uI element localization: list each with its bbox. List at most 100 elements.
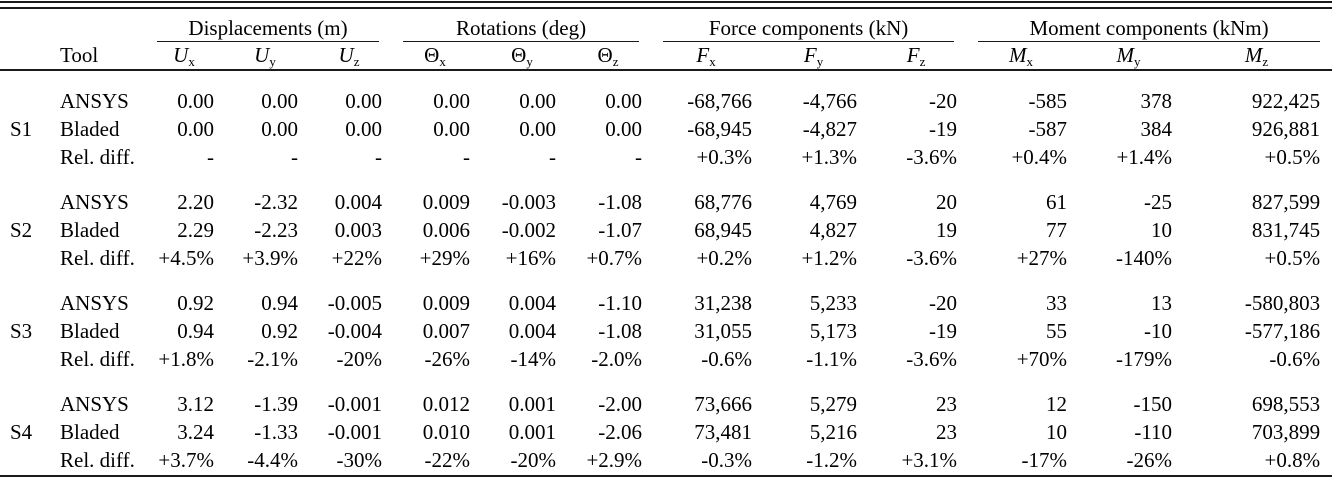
value-cell: -1.33 xyxy=(223,419,307,447)
value-cell: -1.10 xyxy=(565,273,651,318)
value-cell: -0.004 xyxy=(307,318,391,346)
value-cell: -2.0% xyxy=(565,346,651,374)
value-cell: -2.00 xyxy=(565,374,651,419)
value-cell: 0.001 xyxy=(479,374,565,419)
value-cell: -3.6% xyxy=(866,245,966,273)
col-group-displacements: Displacements (m) xyxy=(145,9,391,42)
col-group-rotations: Rotations (deg) xyxy=(391,9,651,42)
tool-label: Bladed xyxy=(50,116,145,144)
value-cell: -68,945 xyxy=(651,116,761,144)
value-cell: 926,881 xyxy=(1181,116,1332,144)
value-cell: -0.001 xyxy=(307,374,391,419)
value-cell: - xyxy=(223,144,307,172)
station-label xyxy=(0,346,50,374)
value-cell: 0.92 xyxy=(145,273,223,318)
value-cell: 0.012 xyxy=(391,374,479,419)
value-cell: 23 xyxy=(866,419,966,447)
value-cell: +1.4% xyxy=(1076,144,1181,172)
ansys-bladed-comparison-table: Displacements (m) Rotations (deg) Force … xyxy=(0,9,1332,475)
value-cell: -0.3% xyxy=(651,447,761,475)
tool-label: ANSYS xyxy=(50,172,145,217)
value-cell: 0.010 xyxy=(391,419,479,447)
col-group-moments-label: Moment components (kNm) xyxy=(978,18,1320,42)
value-cell: 0.00 xyxy=(565,116,651,144)
value-cell: -140% xyxy=(1076,245,1181,273)
value-cell: - xyxy=(145,144,223,172)
value-cell: -10 xyxy=(1076,318,1181,346)
value-cell: -2.06 xyxy=(565,419,651,447)
value-cell: -19 xyxy=(866,318,966,346)
value-cell: -1.1% xyxy=(761,346,866,374)
value-cell: 378 xyxy=(1076,70,1181,116)
station-label xyxy=(0,70,50,116)
value-cell: -0.6% xyxy=(1181,346,1332,374)
value-cell: 0.006 xyxy=(391,217,479,245)
value-cell: 0.94 xyxy=(223,273,307,318)
value-cell: 77 xyxy=(966,217,1076,245)
value-cell: 0.00 xyxy=(223,116,307,144)
value-cell: 0.00 xyxy=(479,70,565,116)
value-cell: -0.005 xyxy=(307,273,391,318)
table-row-s1-reldiff: Rel. diff.------+0.3%+1.3%-3.6%+0.4%+1.4… xyxy=(0,144,1332,172)
value-cell: -0.002 xyxy=(479,217,565,245)
tool-column-header: Tool xyxy=(50,42,145,70)
value-cell: 0.004 xyxy=(479,318,565,346)
value-cell: +0.7% xyxy=(565,245,651,273)
value-cell: 5,216 xyxy=(761,419,866,447)
station-label xyxy=(0,172,50,217)
value-cell: +0.5% xyxy=(1181,144,1332,172)
value-cell: 3.24 xyxy=(145,419,223,447)
value-cell: 922,425 xyxy=(1181,70,1332,116)
tool-label: ANSYS xyxy=(50,70,145,116)
value-cell: 0.009 xyxy=(391,273,479,318)
group-header-empty xyxy=(0,9,145,42)
value-cell: 0.00 xyxy=(391,116,479,144)
value-cell: +0.8% xyxy=(1181,447,1332,475)
value-cell: - xyxy=(307,144,391,172)
value-cell: 10 xyxy=(1076,217,1181,245)
value-cell: +16% xyxy=(479,245,565,273)
table-row-s2-reldiff: Rel. diff.+4.5%+3.9%+22%+29%+16%+0.7%+0.… xyxy=(0,245,1332,273)
value-cell: 61 xyxy=(966,172,1076,217)
value-cell: 31,055 xyxy=(651,318,761,346)
value-cell: -4,827 xyxy=(761,116,866,144)
value-cell: -577,186 xyxy=(1181,318,1332,346)
station-label: S1 xyxy=(0,116,50,144)
value-cell: +2.9% xyxy=(565,447,651,475)
value-cell: -2.23 xyxy=(223,217,307,245)
value-cell: +1.3% xyxy=(761,144,866,172)
value-cell: -0.001 xyxy=(307,419,391,447)
value-cell: +0.5% xyxy=(1181,245,1332,273)
value-cell: 73,481 xyxy=(651,419,761,447)
col-header-m-z: Mz xyxy=(1181,42,1332,70)
station-label xyxy=(0,374,50,419)
value-cell: +4.5% xyxy=(145,245,223,273)
comparison-table-page: Displacements (m) Rotations (deg) Force … xyxy=(0,1,1332,466)
value-cell: -1.07 xyxy=(565,217,651,245)
value-cell: -1.39 xyxy=(223,374,307,419)
value-cell: -110 xyxy=(1076,419,1181,447)
col-header-u-z: Uz xyxy=(307,42,391,70)
group-header-row: Displacements (m) Rotations (deg) Force … xyxy=(0,9,1332,42)
value-cell: 4,769 xyxy=(761,172,866,217)
value-cell: -30% xyxy=(307,447,391,475)
value-cell: -68,766 xyxy=(651,70,761,116)
table-row-s4-reldiff: Rel. diff.+3.7%-4.4%-30%-22%-20%+2.9%-0.… xyxy=(0,447,1332,475)
value-cell: 19 xyxy=(866,217,966,245)
value-cell: 0.007 xyxy=(391,318,479,346)
value-cell: 0.00 xyxy=(145,70,223,116)
value-cell: 827,599 xyxy=(1181,172,1332,217)
value-cell: 31,238 xyxy=(651,273,761,318)
value-cell: +1.8% xyxy=(145,346,223,374)
station-label xyxy=(0,273,50,318)
value-cell: 0.00 xyxy=(565,70,651,116)
value-cell: 0.004 xyxy=(307,172,391,217)
value-cell: +3.7% xyxy=(145,447,223,475)
value-cell: -4,766 xyxy=(761,70,866,116)
value-cell: -2.1% xyxy=(223,346,307,374)
